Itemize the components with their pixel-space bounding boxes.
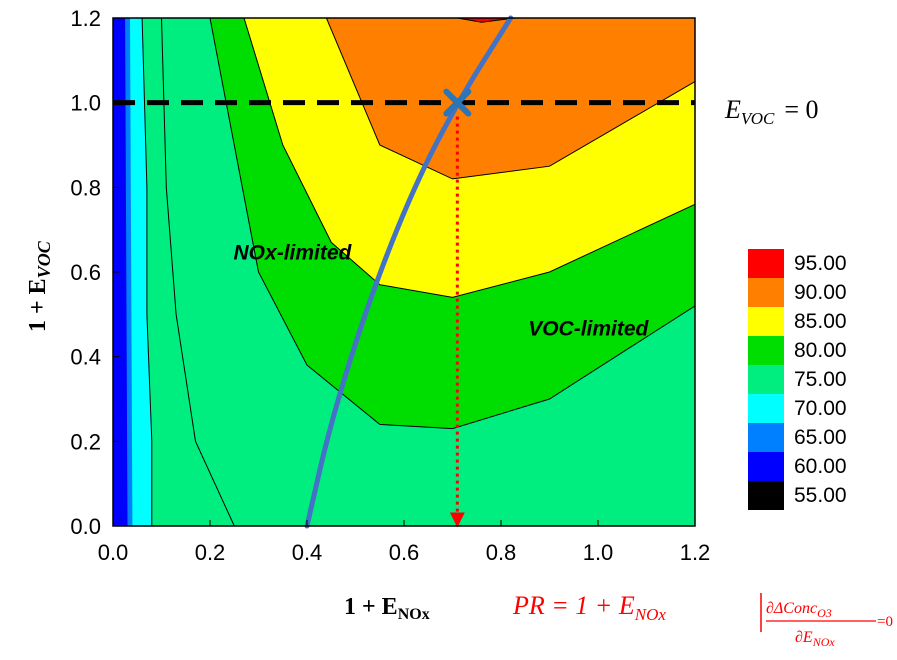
legend-label-70.00: 70.00 bbox=[794, 397, 847, 420]
legend: 95.00 90.00 85.00 80.00 75.00 70.00 65.00 60.00… bbox=[748, 249, 847, 510]
x-tick-label: 0.6 bbox=[389, 540, 420, 565]
y-tick-label: 0.6 bbox=[70, 260, 101, 285]
x-tick-label: 1.2 bbox=[680, 540, 711, 565]
pr-formula: PR = 1 + ENOx ∂ΔConcO3 ∂ENOx =0 bbox=[512, 591, 893, 649]
y-tick-label: 0.0 bbox=[70, 514, 101, 539]
y-tick-label: 0.8 bbox=[70, 175, 101, 200]
x-tick-label: 1.0 bbox=[583, 540, 614, 565]
svg-text:∂ENOx: ∂ENOx bbox=[795, 629, 835, 649]
pr-num-base: ∂ΔConc bbox=[766, 600, 817, 617]
y-axis-label-base: 1 + E bbox=[25, 278, 51, 332]
legend-swatch-75.00 bbox=[748, 365, 784, 394]
evoc-lhs-sub: VOC bbox=[741, 109, 775, 128]
marker-stroke-2 bbox=[443, 88, 472, 117]
pr-den-sub: NOx bbox=[812, 635, 836, 649]
legend-label-90.00: 90.00 bbox=[794, 281, 847, 304]
evoc-rhs: = 0 bbox=[784, 95, 818, 124]
x-tick-label: 0.0 bbox=[98, 540, 129, 565]
legend-label-85.00: 85.00 bbox=[794, 310, 847, 333]
evoc-zero-annotation: EVOC = 0 bbox=[724, 95, 819, 128]
svg-text:PR = 1 + ENOx: PR = 1 + ENOx bbox=[512, 591, 666, 624]
legend-label-55.00: 55.00 bbox=[794, 484, 847, 507]
contour-line-95 bbox=[457, 18, 516, 23]
contour-line-75 bbox=[161, 18, 235, 526]
x-tick-label: 0.4 bbox=[292, 540, 323, 565]
x-tick-labels: 0.0 0.2 0.4 0.6 0.8 1.0 1.2 bbox=[98, 520, 711, 565]
pr-cond-rhs: =0 bbox=[877, 614, 893, 630]
y-tick-labels: 0.0 0.2 0.4 0.6 0.8 1.0 1.2 bbox=[70, 6, 119, 539]
contour-line-70 bbox=[141, 18, 153, 526]
contour-band-60 bbox=[113, 18, 128, 526]
legend-label-75.00: 75.00 bbox=[794, 368, 847, 391]
legend-swatch-85.00 bbox=[748, 307, 784, 336]
legend-swatch-55.00 bbox=[748, 481, 784, 510]
x-axis-label-sub: NOx bbox=[398, 606, 430, 623]
legend-label-65.00: 65.00 bbox=[794, 426, 847, 449]
x-tick-label: 0.2 bbox=[195, 540, 226, 565]
legend-label-80.00: 80.00 bbox=[794, 339, 847, 362]
x-axis-label-base: 1 + E bbox=[344, 594, 398, 620]
legend-swatch-70.00 bbox=[748, 394, 784, 423]
contour-bands bbox=[113, 18, 695, 526]
contour-band-70 bbox=[130, 18, 152, 526]
legend-swatch-90.00 bbox=[748, 278, 784, 307]
y-axis-label-sub: VOC bbox=[34, 240, 54, 278]
contour-lines bbox=[141, 18, 695, 526]
y-axis-label: 1 + EVOC bbox=[25, 240, 54, 332]
pr-num-sub: O3 bbox=[817, 606, 832, 620]
svg-text:∂ΔConcO3: ∂ΔConcO3 bbox=[766, 600, 832, 620]
pr-lhs-sub: NOx bbox=[634, 605, 667, 624]
legend-label-95.00: 95.00 bbox=[794, 252, 847, 275]
evoc-lhs-base: E bbox=[724, 95, 741, 124]
contour-band-95 bbox=[457, 18, 516, 23]
x-tick-label: 0.8 bbox=[486, 540, 517, 565]
legend-label-60.00: 60.00 bbox=[794, 455, 847, 478]
y-tick-label: 1.2 bbox=[70, 6, 101, 31]
x-axis-label: 1 + ENOx bbox=[344, 594, 430, 623]
nox-limited-label: NOx-limited bbox=[234, 241, 353, 264]
legend-swatch-60.00 bbox=[748, 452, 784, 481]
voc-limited-label: VOC-limited bbox=[528, 318, 649, 341]
contour-band-90 bbox=[326, 18, 695, 179]
legend-swatch-65.00 bbox=[748, 423, 784, 452]
y-tick-label: 1.0 bbox=[70, 91, 101, 116]
legend-swatch-80.00 bbox=[748, 336, 784, 365]
pr-lhs: PR = 1 + E bbox=[512, 591, 635, 620]
legend-swatch-95.00 bbox=[748, 249, 784, 278]
contour-line-85 bbox=[243, 18, 695, 298]
contour-line-80 bbox=[209, 18, 695, 430]
y-tick-label: 0.4 bbox=[70, 345, 101, 370]
pr-den-base: ∂E bbox=[795, 629, 813, 646]
y-tick-label: 0.2 bbox=[70, 429, 101, 454]
intersection-x-marker bbox=[443, 88, 472, 117]
ridge-line bbox=[304, 15, 514, 529]
